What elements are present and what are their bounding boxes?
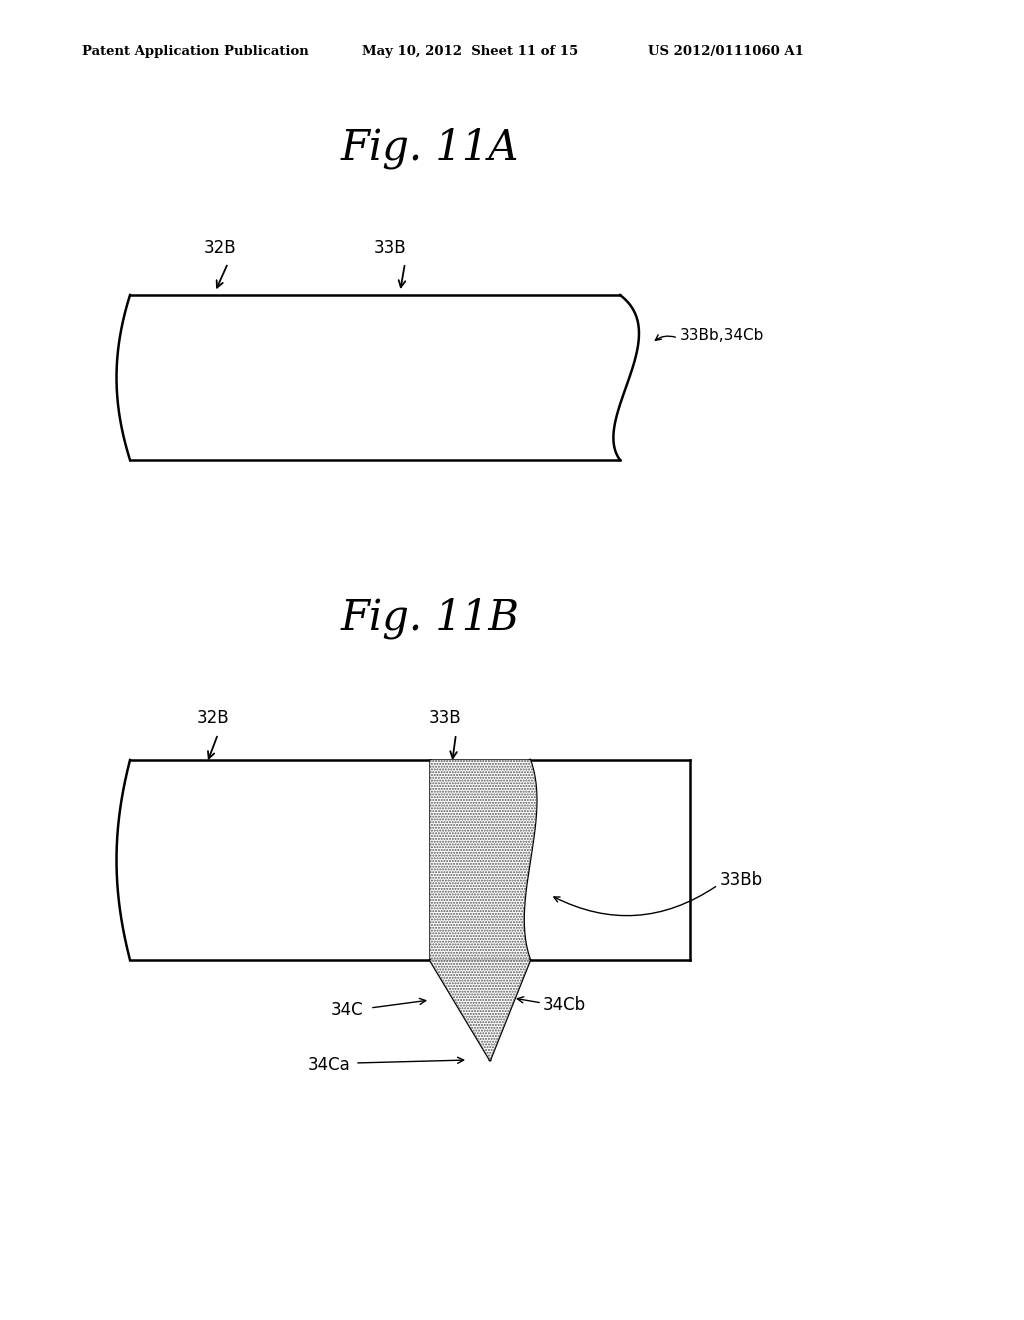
Text: 34C: 34C xyxy=(331,1001,362,1019)
Text: 32B: 32B xyxy=(197,709,229,727)
Text: Patent Application Publication: Patent Application Publication xyxy=(82,45,309,58)
Text: 34Cb: 34Cb xyxy=(543,997,586,1014)
Polygon shape xyxy=(430,960,530,1060)
Text: 33B: 33B xyxy=(374,239,407,257)
Text: 34Ca: 34Ca xyxy=(307,1056,350,1074)
Text: Fig. 11A: Fig. 11A xyxy=(341,127,519,169)
Text: May 10, 2012  Sheet 11 of 15: May 10, 2012 Sheet 11 of 15 xyxy=(362,45,579,58)
Polygon shape xyxy=(430,760,537,960)
Text: US 2012/0111060 A1: US 2012/0111060 A1 xyxy=(648,45,804,58)
Text: 33B: 33B xyxy=(429,709,462,727)
Text: 33Bb: 33Bb xyxy=(720,871,763,888)
Text: Fig. 11B: Fig. 11B xyxy=(341,597,519,639)
Text: 33Bb,34Cb: 33Bb,34Cb xyxy=(680,327,764,342)
Text: 32B: 32B xyxy=(204,239,237,257)
